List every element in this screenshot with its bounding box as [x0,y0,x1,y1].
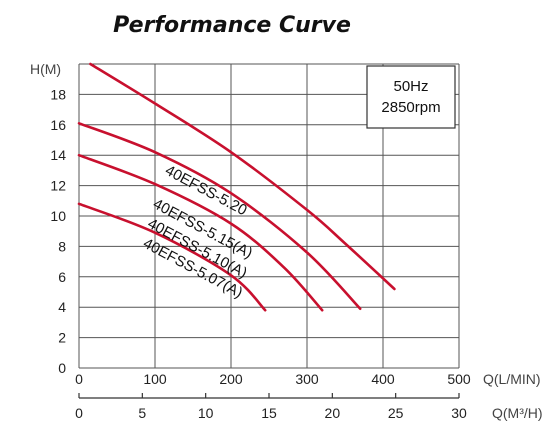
series-line [77,202,267,312]
series-group [77,62,396,312]
x2-tick-label: 10 [198,405,214,421]
x-tick-label: 100 [143,371,167,387]
x-axis-label: Q(L/MIN) [483,371,541,387]
y-axis-label: H(M) [30,61,61,77]
x2-axis-label: Q(M³/H) [492,405,543,421]
info-box: 50Hz 2850rpm [366,65,456,129]
x2-tick-label: 20 [325,405,341,421]
y-tick-label: 10 [50,208,66,224]
y-tick-label: 4 [58,299,66,315]
series-line [77,153,324,312]
x2-tick-label: 0 [75,405,83,421]
x2-tick-label: 25 [388,405,404,421]
x-tick-label: 400 [371,371,395,387]
y-tick-label: 8 [58,238,66,254]
x-tick-label: 500 [447,371,471,387]
x2-tick-label: 15 [261,405,277,421]
axes: 0 2 4 6 8 10 12 14 16 18 0 100 200 300 400 500 0 5 10 15 20 2… [50,86,470,421]
y-tick-label: 18 [50,86,66,102]
x-tick-label: 0 [75,371,83,387]
chart-title: Performance Curve [113,13,351,38]
y-tick-label: 0 [58,360,66,376]
info-frequency: 50Hz [393,78,428,95]
x-tick-label: 200 [219,371,243,387]
series-line [89,62,396,291]
y-tick-label: 6 [58,269,66,285]
series-line [77,121,362,311]
y-tick-label: 2 [58,330,66,346]
x-tick-label: 300 [295,371,319,387]
y-tick-label: 12 [50,178,66,194]
info-speed: 2850rpm [381,99,440,116]
info-box-frame [366,65,456,129]
x2-tick-label: 30 [451,405,467,421]
y-tick-label: 14 [50,147,66,163]
y-tick-label: 16 [50,117,66,133]
grid [78,63,460,369]
x2-tick-label: 5 [138,405,146,421]
